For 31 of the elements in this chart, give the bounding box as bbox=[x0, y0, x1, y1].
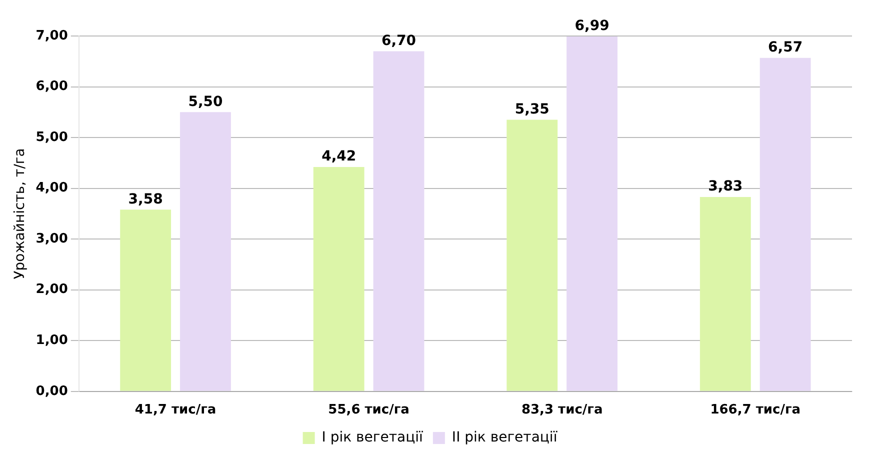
data-label: 5,50 bbox=[188, 94, 223, 110]
data-label: 5,35 bbox=[514, 101, 550, 118]
bar bbox=[313, 166, 364, 391]
data-label: 3,83 bbox=[708, 178, 743, 195]
x-tick-label: 41,7 тис/га bbox=[134, 402, 216, 418]
data-label: 3,58 bbox=[128, 191, 163, 208]
x-tick-label: 55,6 тис/га bbox=[328, 402, 410, 418]
x-tick-label: 166,7 тис/га bbox=[710, 402, 801, 418]
bar bbox=[566, 36, 618, 391]
y-tick-label: 5,00 bbox=[36, 130, 68, 145]
y-tick-label: 6,00 bbox=[36, 79, 68, 94]
bar bbox=[760, 58, 811, 391]
data-label: 6,57 bbox=[768, 39, 803, 56]
y-tick-label: 2,00 bbox=[36, 282, 68, 298]
bar bbox=[180, 112, 231, 391]
legend-label: II рік вегетації bbox=[452, 430, 558, 446]
bar bbox=[506, 120, 558, 391]
data-label: 6,99 bbox=[574, 18, 610, 34]
legend-label: I рік вегетації bbox=[322, 430, 424, 446]
data-label: 6,70 bbox=[381, 32, 416, 49]
y-tick-label: 7,00 bbox=[36, 28, 68, 44]
x-tick-label: 83,3 тис/га bbox=[521, 402, 603, 418]
y-tick-label: 3,00 bbox=[36, 231, 68, 246]
y-tick-label: 4,00 bbox=[36, 180, 68, 196]
data-label: 4,42 bbox=[322, 148, 356, 165]
bar bbox=[700, 196, 751, 391]
y-tick-label: 0,00 bbox=[36, 384, 68, 399]
bar bbox=[373, 51, 424, 391]
bar bbox=[120, 210, 172, 391]
y-axis-title: Урожайність, т/га bbox=[12, 148, 28, 280]
y-tick-label: 1,00 bbox=[36, 333, 68, 348]
